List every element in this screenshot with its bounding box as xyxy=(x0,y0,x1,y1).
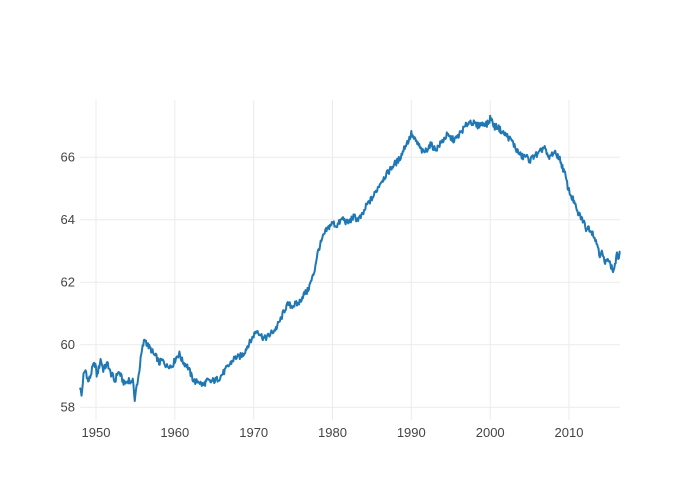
x-axis-tick-label: 1950 xyxy=(82,425,111,440)
y-axis-tick-label: 60 xyxy=(61,337,75,352)
x-axis-tick-label: 1970 xyxy=(239,425,268,440)
y-axis-tick-label: 66 xyxy=(61,150,75,165)
y-axis-tick-label: 58 xyxy=(61,400,75,415)
x-axis-tick-label: 2010 xyxy=(555,425,584,440)
y-axis-tick-label: 62 xyxy=(61,275,75,290)
x-axis-tick-label: 1980 xyxy=(318,425,347,440)
y-axis-tick-label: 64 xyxy=(61,212,75,227)
x-axis-tick-label: 2000 xyxy=(476,425,505,440)
x-axis-tick-label: 1990 xyxy=(397,425,426,440)
x-axis-tick-label: 1960 xyxy=(160,425,189,440)
participation-rate-series-line[interactable] xyxy=(79,114,621,403)
